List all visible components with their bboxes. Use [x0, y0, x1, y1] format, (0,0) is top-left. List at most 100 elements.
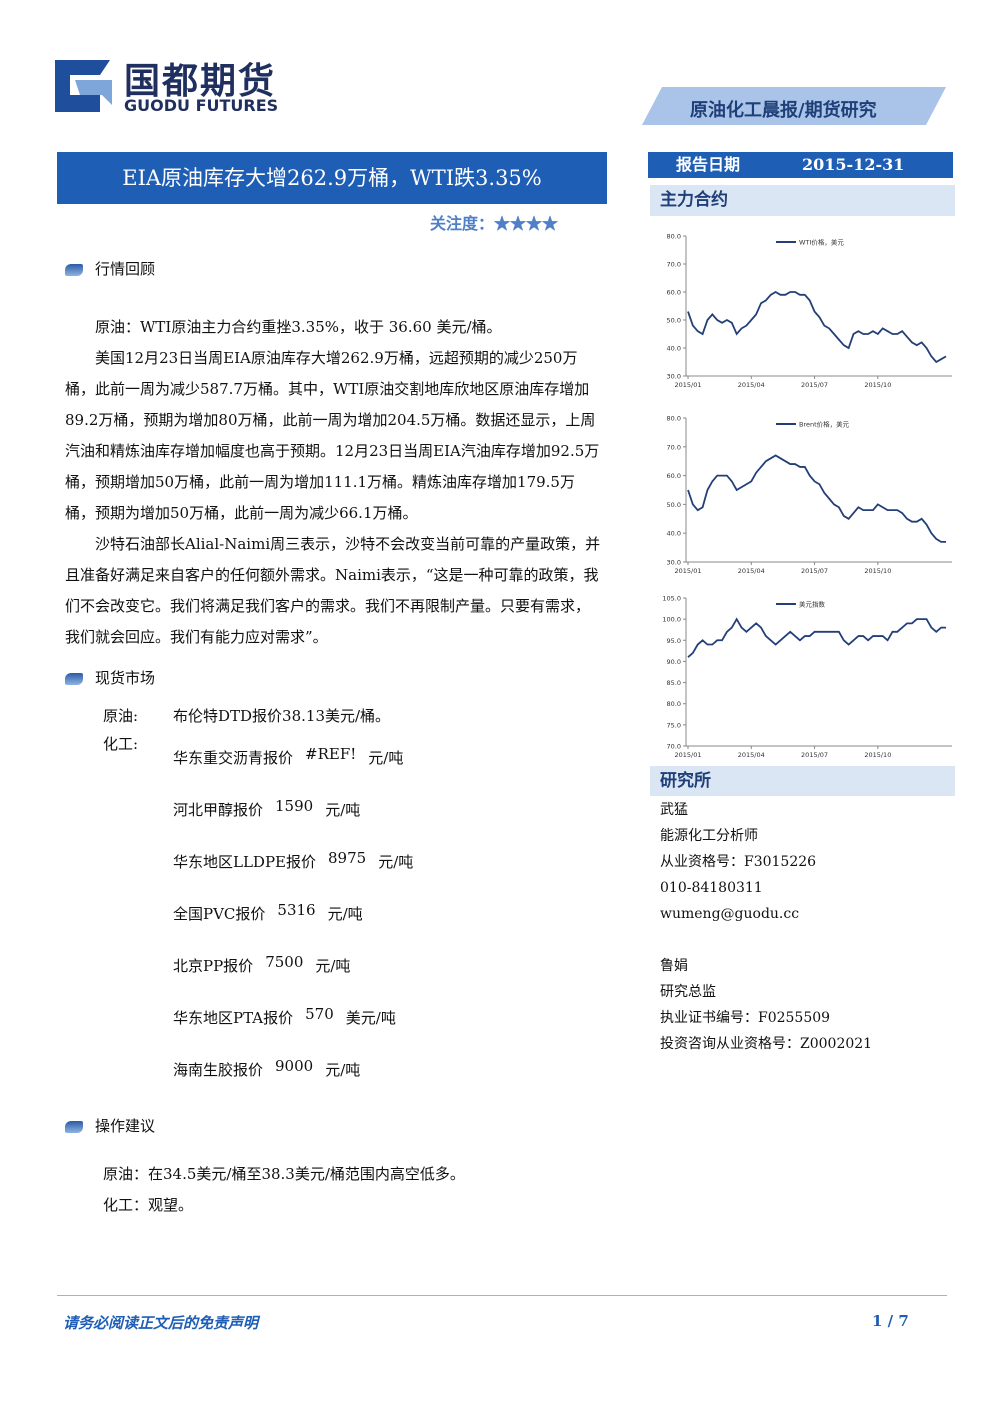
- line: [687, 290, 947, 364]
- body: 行情回顾 原油：WTI原油主力合约重挫3.35%，收于 36.60 美元/桶。美…: [65, 258, 601, 1221]
- x-tick-label: 2015/07: [801, 567, 828, 575]
- chem-label: 化工:: [103, 735, 139, 753]
- section-heading: 行情回顾: [65, 258, 601, 304]
- x-tick-label: 2015/04: [738, 381, 765, 389]
- x-tick-label: 2015/01: [674, 567, 701, 575]
- paragraph: 原油：WTI原油主力合约重挫3.35%，收于 36.60 美元/桶。: [95, 318, 502, 336]
- person-line: 能源化工分析师: [660, 828, 758, 844]
- banner-shape: [642, 87, 946, 125]
- stars: ★★★★: [494, 214, 559, 233]
- x-tick-label: 2015/01: [674, 381, 701, 389]
- logo-mark: [55, 60, 112, 112]
- report-date-value: 2015-12-31: [802, 155, 905, 174]
- line: [687, 617, 946, 658]
- spot-item: 全国PVC报价 5316 元/吨: [173, 899, 601, 951]
- x-tick-label: 2015/07: [801, 751, 828, 759]
- spot-item: 华东重交沥青报价 #REF! 元/吨: [173, 743, 601, 795]
- paragraph: 美国12月23日当周EIA原油库存大增262.9万桶，远超预期的减少250万桶，…: [65, 349, 600, 522]
- spot-item: 河北甲醇报价 1590 元/吨: [173, 795, 601, 847]
- person: 鲁娟研究总监执业证书编号：F0255509 投资咨询从业资格号：Z0002021: [660, 953, 950, 1057]
- item-unit: 元/吨: [327, 905, 363, 923]
- x-tick-label: 2015/01: [674, 751, 701, 759]
- y-tick-label: 70.0: [667, 743, 681, 751]
- y-tick-label: 105.0: [662, 595, 681, 603]
- heading-text: 行情回顾: [95, 260, 156, 278]
- x-tick-label: 2015/10: [864, 381, 891, 389]
- disclaimer: 请务必阅读正文后的免责声明: [63, 1314, 259, 1332]
- y-tick-label: 60.0: [667, 472, 681, 480]
- line: [687, 454, 946, 543]
- item-name: 华东地区LLDPE报价: [173, 853, 316, 871]
- research-heading: 研究所: [650, 766, 955, 796]
- y-tick-label: 40.0: [667, 530, 681, 538]
- person-line: 投资咨询从业资格号：Z0002021: [660, 1036, 873, 1052]
- section-heading: 现货市场: [65, 667, 601, 705]
- y-tick-label: 50.0: [667, 501, 681, 509]
- crude-label: 原油:: [103, 707, 139, 725]
- paragraph: 化工：观望。: [103, 1196, 194, 1214]
- attention: 关注度：★★★★: [430, 210, 558, 234]
- x-tick-label: 2015/10: [864, 567, 891, 575]
- y-tick-label: 85.0: [667, 679, 681, 687]
- item-price: 8975: [328, 849, 367, 867]
- item-name: 河北甲醇报价: [173, 801, 264, 819]
- y-tick-label: 95.0: [667, 637, 681, 645]
- y-tick-label: 70.0: [667, 443, 681, 451]
- person-line: wumeng@guodu.cc: [660, 906, 800, 922]
- y-tick-label: 30.0: [667, 559, 681, 567]
- item-price: 1590: [275, 797, 314, 815]
- person-line: 鲁娟: [660, 958, 688, 974]
- item-price: 570: [305, 1005, 334, 1023]
- heading-text: 现货市场: [95, 669, 156, 687]
- spot-item: 华东地区LLDPE报价 8975 元/吨: [173, 847, 601, 899]
- section-heading: 操作建议: [65, 1115, 601, 1159]
- y-tick-label: 40.0: [667, 345, 681, 353]
- item-unit: 元/吨: [325, 801, 361, 819]
- attention-label: 关注度：: [430, 214, 495, 233]
- y-tick-label: 80.0: [667, 415, 681, 423]
- title: EIA原油库存大增262.9万桶，WTI跌3.35%: [57, 152, 607, 204]
- chart: 70.0 75.0 80.0 85.0 90.0 95.0 100.0 105.0 2015/0…: [662, 595, 952, 759]
- paragraphs: 原油：WTI原油主力合约重挫3.35%，收于 36.60 美元/桶。美国12月2…: [65, 312, 601, 653]
- paragraph: 沙特石油部长Alial-Naimi周三表示，沙特不会改变当前可靠的产量政策，并且…: [65, 535, 601, 646]
- item-price: 9000: [275, 1057, 314, 1075]
- chart: 30.0 40.0 50.0 60.0 70.0 80.0 2015/01 2015/04 20…: [667, 233, 952, 389]
- person-line: 010-84180311: [660, 880, 763, 896]
- person: 武猛能源化工分析师从业资格号：F3015226 010-84180311 wumen…: [660, 797, 950, 927]
- person-line: 执业证书编号：F0255509: [660, 1010, 831, 1026]
- item-name: 海南生胶报价: [173, 1061, 264, 1079]
- banner: 原油化工晨报/期货研究: [690, 100, 877, 121]
- item-unit: 元/吨: [315, 957, 351, 975]
- person-line: 研究总监: [660, 984, 716, 1000]
- footer-rule: [57, 1295, 947, 1296]
- legend-label: WTI价格，美元: [799, 238, 844, 247]
- person-line: 武猛: [660, 802, 688, 818]
- y-tick-label: 100.0: [662, 616, 681, 624]
- spot-item: 华东地区PTA报价 570 美元/吨: [173, 1003, 601, 1055]
- advice: 原油：在34.5美元/桶至38.3美元/桶范围内高空低多。 化工：观望。: [65, 1159, 601, 1221]
- contracts-heading: 主力合约: [650, 185, 955, 216]
- y-tick-label: 60.0: [667, 289, 681, 297]
- chart: 30.0 40.0 50.0 60.0 70.0 80.0 2015/01 2015/04 20…: [667, 415, 952, 575]
- crude-row: 原油: 布伦特DTD报价38.13美元/桶。: [103, 705, 601, 733]
- y-tick-label: 30.0: [667, 373, 681, 381]
- item-name: 华东重交沥青报价: [173, 749, 294, 767]
- logo-cn: 国都期货: [124, 60, 277, 102]
- y-tick-label: 75.0: [667, 721, 681, 729]
- spot-item: 海南生胶报价 9000 元/吨: [173, 1055, 601, 1107]
- item-price: 7500: [265, 953, 304, 971]
- logo-en: GUODU FUTURES: [124, 96, 279, 115]
- y-tick-label: 90.0: [667, 658, 681, 666]
- x-tick-label: 2015/04: [738, 751, 765, 759]
- spot-item: 北京PP报价 7500 元/吨: [173, 951, 601, 1003]
- person-line: 从业资格号：F3015226: [660, 854, 817, 870]
- crude-text: 布伦特DTD报价38.13美元/桶。: [173, 707, 391, 725]
- heading-text: 操作建议: [95, 1117, 156, 1135]
- item-unit: 元/吨: [325, 1061, 361, 1079]
- y-tick-label: 50.0: [667, 317, 681, 325]
- y-tick-label: 80.0: [667, 233, 681, 241]
- spot-list: 华东重交沥青报价 #REF! 元/吨 河北甲醇报价 1590 元/吨 华东地区LLDPE报价…: [173, 743, 601, 1107]
- item-unit: 元/吨: [378, 853, 414, 871]
- item-name: 全国PVC报价: [173, 905, 266, 923]
